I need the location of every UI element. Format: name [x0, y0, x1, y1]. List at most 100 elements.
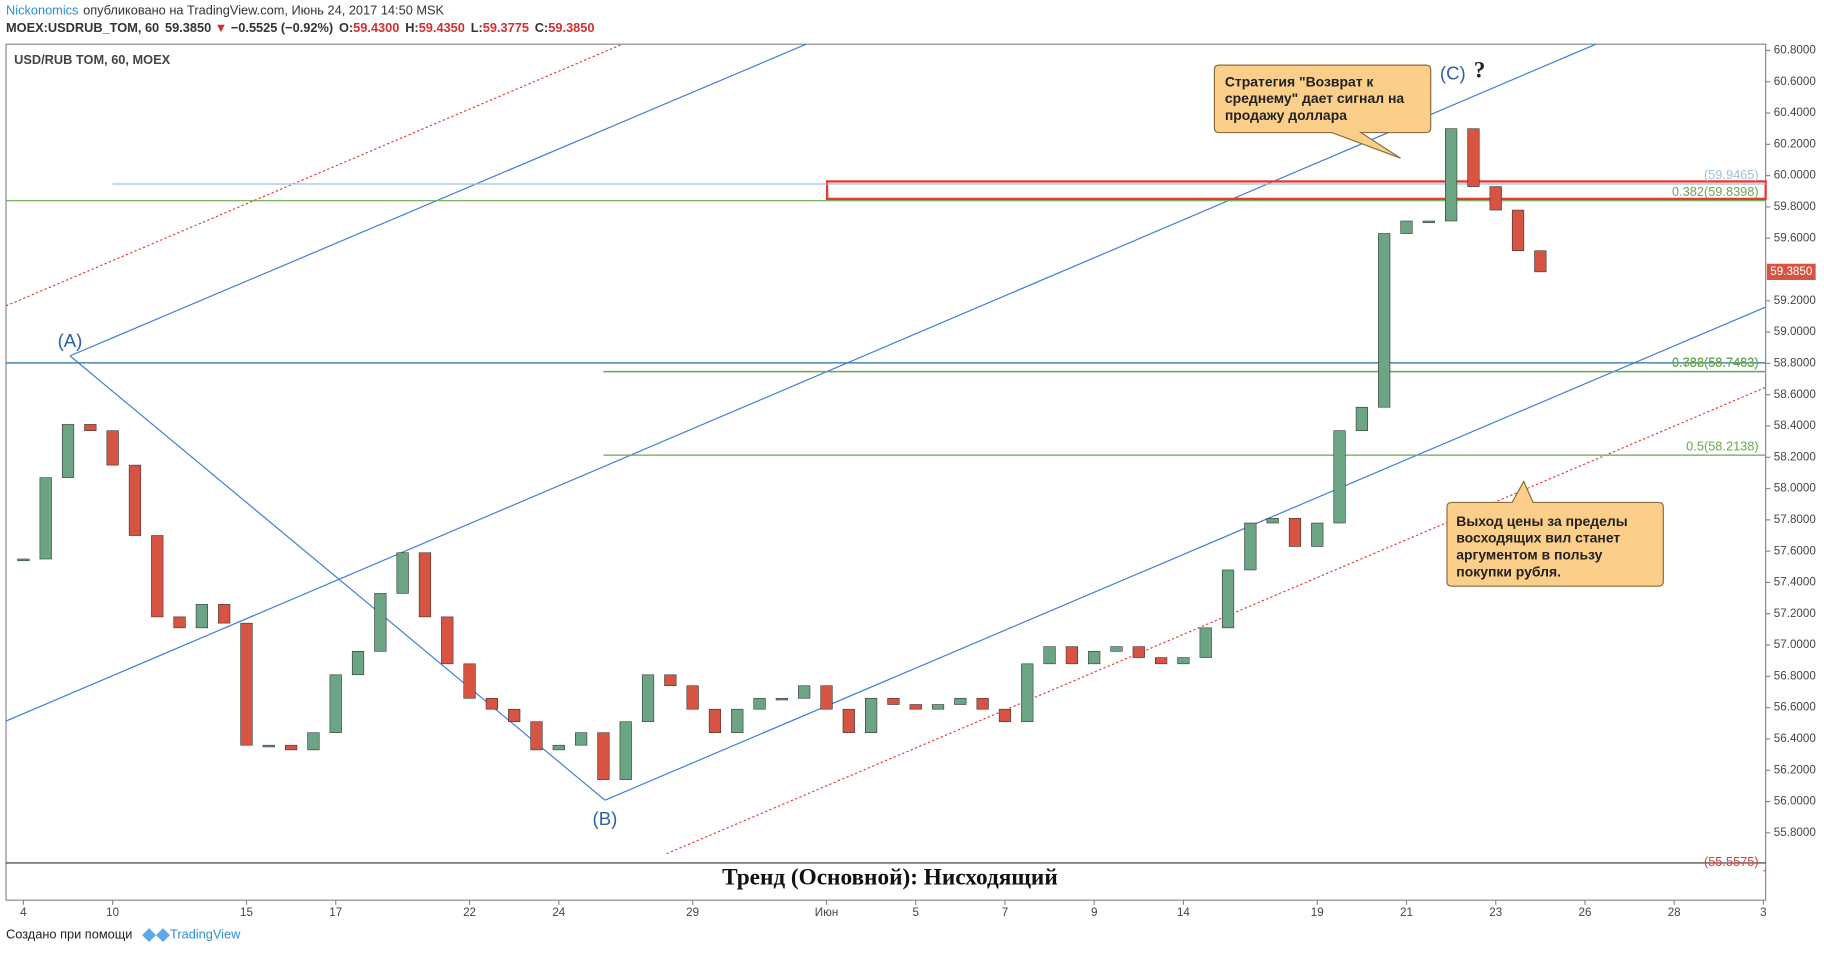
candle	[619, 721, 632, 780]
candle	[329, 674, 342, 733]
candle	[1534, 250, 1547, 273]
candle	[307, 732, 320, 751]
x-tick-label: 10	[106, 906, 119, 919]
y-tick-label: 58.2000	[1774, 450, 1817, 463]
x-tick-label: 15	[240, 906, 253, 919]
candle	[1400, 220, 1413, 234]
candle	[731, 708, 744, 733]
x-tick-label: 17	[329, 906, 342, 919]
candle	[597, 732, 610, 780]
candle	[1244, 522, 1257, 571]
candle	[708, 708, 722, 733]
ohlc-value: 59.3775	[483, 20, 529, 35]
ohlc-value: 59.4350	[419, 20, 465, 35]
axes: 55.8000 56.0000 56.2000 56.4000 56.6000 56.80…	[20, 44, 1816, 920]
candle	[1065, 646, 1078, 665]
candle	[887, 697, 900, 705]
candle	[664, 674, 677, 687]
candle	[441, 616, 454, 665]
x-tick-label: 29	[686, 906, 699, 919]
callout-line: покупки рубля.	[1456, 563, 1561, 579]
candle	[1088, 651, 1101, 665]
median-fork-line	[5, 43, 1597, 722]
callout-line: Стратегия "Возврат к	[1225, 73, 1374, 89]
y-tick-label: 58.8000	[1774, 356, 1817, 369]
y-tick-label: 57.2000	[1774, 607, 1817, 620]
callout-line: аргументом в пользу	[1456, 547, 1602, 563]
level-label: (59.9465)	[1704, 167, 1759, 182]
y-tick-label: 60.8000	[1774, 44, 1817, 57]
candle	[1043, 646, 1056, 665]
y-tick-label: 57.6000	[1774, 544, 1817, 557]
y-tick-label: 60.2000	[1774, 137, 1817, 150]
y-tick-label: 58.6000	[1774, 388, 1817, 401]
last: 59.3850	[165, 20, 211, 35]
y-tick-label: 56.2000	[1774, 763, 1817, 776]
x-tick-label: Июн	[815, 906, 838, 919]
candle	[909, 704, 922, 710]
y-tick-label: 56.6000	[1774, 701, 1817, 714]
candle	[820, 685, 833, 710]
candle	[1355, 406, 1368, 431]
candle	[396, 552, 409, 594]
candle	[552, 744, 565, 751]
x-tick-label: 21	[1400, 906, 1413, 919]
candle	[61, 424, 75, 478]
header-line-2: MOEX:USDRUB_TOM, 60 59.3850 ▼ −0.5525 (−0.9…	[6, 20, 595, 35]
candle	[775, 697, 788, 701]
candle	[284, 744, 298, 751]
candle	[641, 674, 655, 723]
arrow: ▼	[215, 20, 228, 35]
footer-brand[interactable]: TradingView	[170, 926, 241, 941]
ab-line	[69, 355, 606, 801]
callout-line: Выход цены за пределы	[1456, 513, 1627, 529]
trend-label: Тренд (Основной): Нисходящий	[722, 865, 1058, 891]
candle	[1333, 430, 1346, 524]
ohlc-key: O:	[339, 20, 353, 35]
x-tick-label: 14	[1177, 906, 1190, 919]
level-label: 0.5(58.2138)	[1686, 438, 1758, 453]
x-tick-label: 4	[20, 906, 27, 919]
wave-c: (C)	[1440, 62, 1466, 83]
chart-title: USD/RUB TOM, 60, MOEX	[14, 52, 170, 67]
candle	[1511, 209, 1525, 252]
published: опубликовано на TradingView.com, Июнь 24…	[83, 3, 444, 18]
candle	[1489, 186, 1502, 211]
candle	[998, 708, 1012, 723]
y-tick-label: 57.4000	[1774, 576, 1817, 589]
candle	[1445, 128, 1458, 222]
candle	[374, 593, 387, 652]
candle	[240, 622, 253, 746]
ohlc-key: L:	[471, 20, 483, 35]
candle	[976, 697, 989, 710]
candle	[418, 552, 432, 618]
candle	[1021, 663, 1034, 723]
wave-question: ?	[1474, 57, 1486, 83]
y-tick-label: 59.0000	[1774, 325, 1817, 338]
candle	[1132, 646, 1145, 658]
candle	[1378, 233, 1391, 408]
logo	[142, 928, 170, 943]
candle	[1467, 128, 1480, 187]
candle	[530, 721, 543, 751]
symbol: MOEX:USDRUB_TOM, 60	[6, 20, 159, 35]
y-tick-label: 56.4000	[1774, 732, 1817, 745]
callout-line: среднему" дает сигнал на	[1225, 90, 1405, 106]
candle	[84, 424, 97, 431]
ohlc-value: 59.4300	[353, 20, 399, 35]
y-tick-label: 56.0000	[1774, 795, 1817, 808]
wave-b: (B)	[593, 808, 618, 829]
candle	[1199, 627, 1212, 658]
lower-fork-line	[604, 306, 1766, 801]
wave-a: (A)	[58, 330, 83, 351]
y-tick-label: 59.8000	[1774, 200, 1817, 213]
drawings	[5, 43, 1767, 855]
x-tick-label: 22	[463, 906, 476, 919]
footer-made: Создано при помощи	[6, 926, 132, 941]
callout-box-1	[1213, 64, 1432, 159]
x-tick-label: 24	[552, 906, 565, 919]
y-tick-label: 60.0000	[1774, 169, 1817, 182]
levels: (59.9465) 0.382(59.8398) 0.382(58.7483)0.7…	[6, 167, 1766, 872]
x-tick-label: 28	[1668, 906, 1681, 919]
